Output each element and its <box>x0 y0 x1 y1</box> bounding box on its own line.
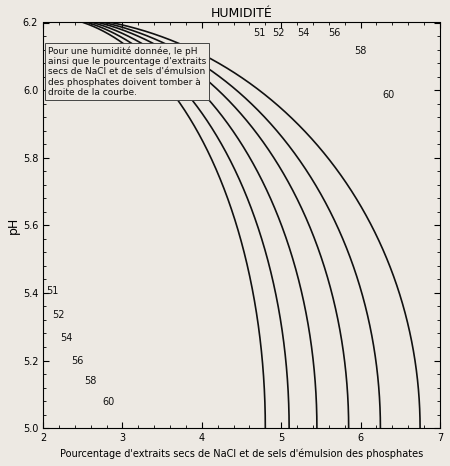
Text: 51: 51 <box>46 286 58 296</box>
Title: HUMIDITÉ: HUMIDITÉ <box>211 7 272 20</box>
Text: 58: 58 <box>354 46 367 56</box>
Y-axis label: pH: pH <box>7 217 20 234</box>
Text: 52: 52 <box>53 310 65 320</box>
Text: 60: 60 <box>382 90 395 100</box>
Text: 51: 51 <box>253 27 265 38</box>
Text: 56: 56 <box>71 356 83 365</box>
Text: 54: 54 <box>297 27 310 38</box>
Text: 52: 52 <box>273 27 285 38</box>
Text: 56: 56 <box>328 27 341 38</box>
X-axis label: Pourcentage d'extraits secs de NaCl et de sels d'émulsion des phosphates: Pourcentage d'extraits secs de NaCl et d… <box>60 449 423 459</box>
Text: 54: 54 <box>61 333 73 343</box>
Text: 58: 58 <box>84 376 97 386</box>
Text: Pour une humidité donnée, le pH
ainsi que le pourcentage d'extraits
secs de NaCl: Pour une humidité donnée, le pH ainsi qu… <box>48 46 206 97</box>
Text: 60: 60 <box>103 397 115 407</box>
